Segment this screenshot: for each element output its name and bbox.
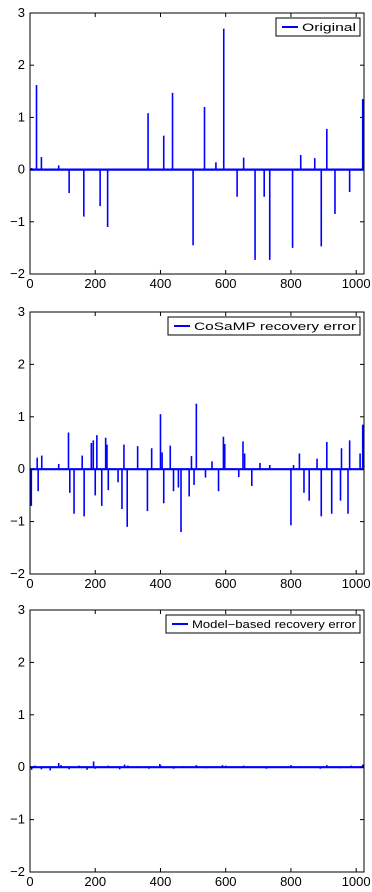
- y-axis-ticks: −2 −1 0 1 2 3: [10, 304, 364, 581]
- y-tick-label: 0: [18, 162, 25, 177]
- y-axis-ticks: −2 −1 0 1 2 3: [10, 602, 364, 879]
- x-tick-label: 0: [26, 276, 33, 291]
- legend-box: [167, 316, 361, 336]
- legend: Original: [275, 17, 361, 37]
- x-tick-label: 400: [150, 276, 172, 291]
- y-tick-label: 2: [18, 356, 25, 371]
- x-tick-label: 1000: [342, 874, 371, 889]
- y-tick-label: 3: [18, 602, 25, 617]
- x-tick-label: 400: [150, 576, 172, 591]
- cosamp-error-panel: 0 200 400 600 800 1000 −2 −1 0 1 2 3 CoSaMP recove…: [10, 304, 370, 591]
- y-tick-label: 3: [18, 5, 25, 20]
- axes-frame: [29, 311, 365, 575]
- y-tick-label: 3: [18, 304, 25, 319]
- x-tick-label: 400: [150, 874, 172, 889]
- x-axis-ticks: 0 200 400 600 800 1000: [26, 610, 371, 889]
- plot-area: [30, 13, 364, 274]
- original-signal-panel: 0 200 400 600 800 1000 −2 −1 0 1 2 3 Original: [10, 5, 370, 291]
- x-tick-label: 0: [26, 576, 33, 591]
- y-tick-label: −2: [10, 864, 25, 879]
- axes-frame: [29, 609, 365, 873]
- x-tick-label: 200: [84, 576, 106, 591]
- x-tick-label: 1000: [342, 576, 371, 591]
- y-tick-label: 0: [18, 759, 25, 774]
- legend: CoSaMP recovery error: [167, 316, 361, 336]
- legend-box: [275, 17, 361, 37]
- x-axis-ticks: 0 200 400 600 800 1000: [26, 13, 371, 291]
- y-tick-label: 1: [18, 109, 25, 124]
- y-tick-label: −2: [10, 266, 25, 281]
- legend-entry: CoSaMP recovery error: [194, 321, 356, 333]
- x-tick-label: 0: [26, 874, 33, 889]
- y-axis-ticks: −2 −1 0 1 2 3: [10, 5, 364, 281]
- y-tick-label: 1: [18, 409, 25, 424]
- x-tick-label: 600: [215, 276, 237, 291]
- stem-series: [30, 28, 364, 260]
- y-tick-label: 1: [18, 707, 25, 722]
- x-tick-label: 1000: [342, 276, 371, 291]
- legend: Model−based recovery error: [165, 614, 361, 634]
- y-tick-label: −2: [10, 566, 25, 581]
- y-tick-label: −1: [10, 514, 25, 529]
- x-tick-label: 800: [280, 874, 302, 889]
- x-tick-label: 800: [280, 276, 302, 291]
- x-tick-label: 600: [215, 576, 237, 591]
- y-tick-label: −1: [10, 214, 25, 229]
- x-tick-label: 200: [84, 276, 106, 291]
- legend-entry: Model−based recovery error: [192, 619, 356, 631]
- y-tick-label: 0: [18, 461, 25, 476]
- plot-area: [30, 610, 364, 872]
- y-tick-label: 2: [18, 654, 25, 669]
- x-tick-label: 800: [280, 576, 302, 591]
- y-tick-label: −1: [10, 812, 25, 827]
- axes-frame: [29, 12, 365, 275]
- legend-box: [165, 614, 361, 634]
- legend-entry: Original: [302, 22, 356, 34]
- x-tick-label: 600: [215, 874, 237, 889]
- stem-series: [30, 403, 364, 533]
- y-tick-label: 2: [18, 57, 25, 72]
- x-axis-ticks: 0 200 400 600 800 1000: [26, 312, 371, 591]
- model-based-error-panel: 0 200 400 600 800 1000 −2 −1 0 1 2 3 Model−based r…: [10, 602, 370, 889]
- x-tick-label: 200: [84, 874, 106, 889]
